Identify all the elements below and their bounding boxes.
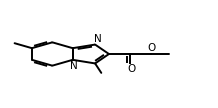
Text: N: N bbox=[70, 61, 78, 71]
Text: O: O bbox=[147, 43, 155, 53]
Text: N: N bbox=[94, 34, 102, 44]
Text: O: O bbox=[127, 64, 135, 74]
